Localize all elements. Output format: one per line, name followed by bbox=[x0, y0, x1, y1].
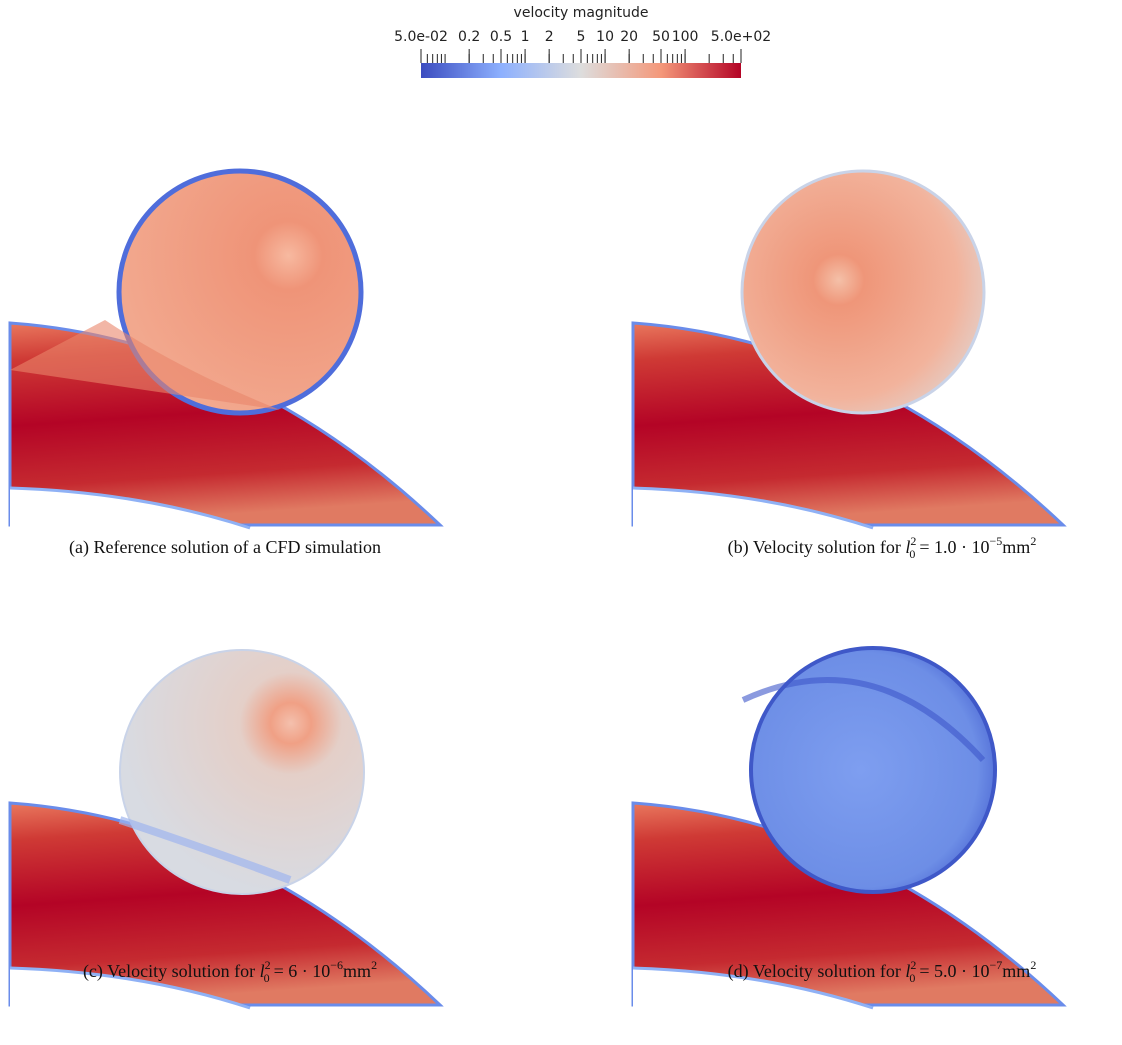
caption-sub: 0 bbox=[909, 971, 915, 985]
caption-unit-exp: 2 bbox=[1030, 534, 1036, 548]
caption-text: Velocity solution for bbox=[107, 961, 255, 981]
caption-label: (a) bbox=[69, 537, 89, 558]
colorbar-tick-label: 50 bbox=[652, 29, 670, 45]
caption-eq: = bbox=[919, 537, 929, 557]
caption-var: l bbox=[905, 961, 910, 981]
colorbar-tick-label: 10 bbox=[596, 29, 614, 45]
caption-eq: = bbox=[274, 961, 284, 981]
caption-sub: 0 bbox=[264, 971, 270, 985]
colorbar-tick-label: 2 bbox=[545, 29, 554, 45]
caption-exp: −6 bbox=[330, 958, 343, 972]
colorbar-tick-label: 1 bbox=[521, 29, 530, 45]
caption-sup: 2 bbox=[265, 958, 271, 972]
colorbar bbox=[421, 63, 741, 78]
caption: (a) Reference solution of a CFD simulati… bbox=[69, 537, 381, 558]
caption-label: (c) bbox=[83, 961, 103, 982]
colorbar-tick-label: 20 bbox=[620, 29, 638, 45]
colorbar-tick-label: 5.0e+02 bbox=[711, 29, 771, 45]
caption-var: l bbox=[905, 537, 910, 557]
colorbar-title: velocity magnitude bbox=[514, 5, 649, 21]
caption-text: Velocity solution for bbox=[753, 537, 901, 557]
caption-sup: 2 bbox=[910, 534, 916, 548]
caption-text: Velocity solution for bbox=[753, 961, 901, 981]
panel-b bbox=[631, 169, 1065, 530]
colorbar-tick-label: 0.5 bbox=[490, 29, 512, 45]
caption-exp: −5 bbox=[990, 534, 1003, 548]
caption-sup: 2 bbox=[910, 958, 916, 972]
caption-var: l bbox=[260, 961, 265, 981]
caption-unit: mm bbox=[343, 961, 371, 981]
caption-unit: mm bbox=[1002, 961, 1030, 981]
caption-unit-exp: 2 bbox=[371, 958, 377, 972]
caption: (b) Velocity solution for l2 0 = 1.0 · 10−… bbox=[728, 534, 1037, 561]
caption-coef: 1.0 · 10 bbox=[934, 537, 990, 557]
panel-c bbox=[8, 649, 442, 1010]
colorbar-tick-label: 5 bbox=[577, 29, 586, 45]
colorbar-tick-label: 0.2 bbox=[458, 29, 480, 45]
colorbar-tick-label: 5.0e-02 bbox=[394, 29, 448, 45]
colorbar-tick-label: 100 bbox=[672, 29, 699, 45]
caption-eq: = bbox=[919, 961, 929, 981]
panel-d bbox=[631, 646, 1065, 1010]
caption-coef: 5.0 · 10 bbox=[934, 961, 990, 981]
caption: (c) Velocity solution for l2 0 = 6 · 10−6m… bbox=[83, 958, 377, 985]
colorbar-ticks: 5.0e-02 0.2 0.5 1 2 5 10 20 50 100 5.0e+02 bbox=[394, 29, 771, 63]
caption-label: (b) bbox=[728, 537, 749, 558]
caption-text: Reference solution of a CFD simulation bbox=[94, 537, 381, 557]
caption-label: (d) bbox=[728, 961, 749, 982]
panel-a bbox=[8, 168, 442, 530]
caption-coef: 6 · 10 bbox=[288, 961, 330, 981]
caption-exp: −7 bbox=[990, 958, 1003, 972]
caption-unit-exp: 2 bbox=[1030, 958, 1036, 972]
caption-unit: mm bbox=[1002, 537, 1030, 557]
caption: (d) Velocity solution for l2 0 = 5.0 · 10−… bbox=[728, 958, 1037, 985]
caption-sub: 0 bbox=[909, 547, 915, 561]
